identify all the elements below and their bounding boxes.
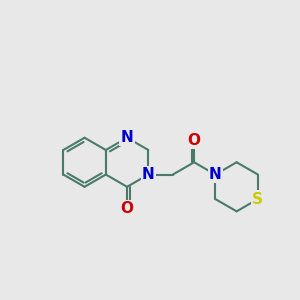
Text: S: S [252,192,263,207]
Text: N: N [121,130,134,145]
Text: N: N [142,167,155,182]
Text: O: O [121,201,134,216]
Text: O: O [188,133,201,148]
Text: N: N [209,167,222,182]
